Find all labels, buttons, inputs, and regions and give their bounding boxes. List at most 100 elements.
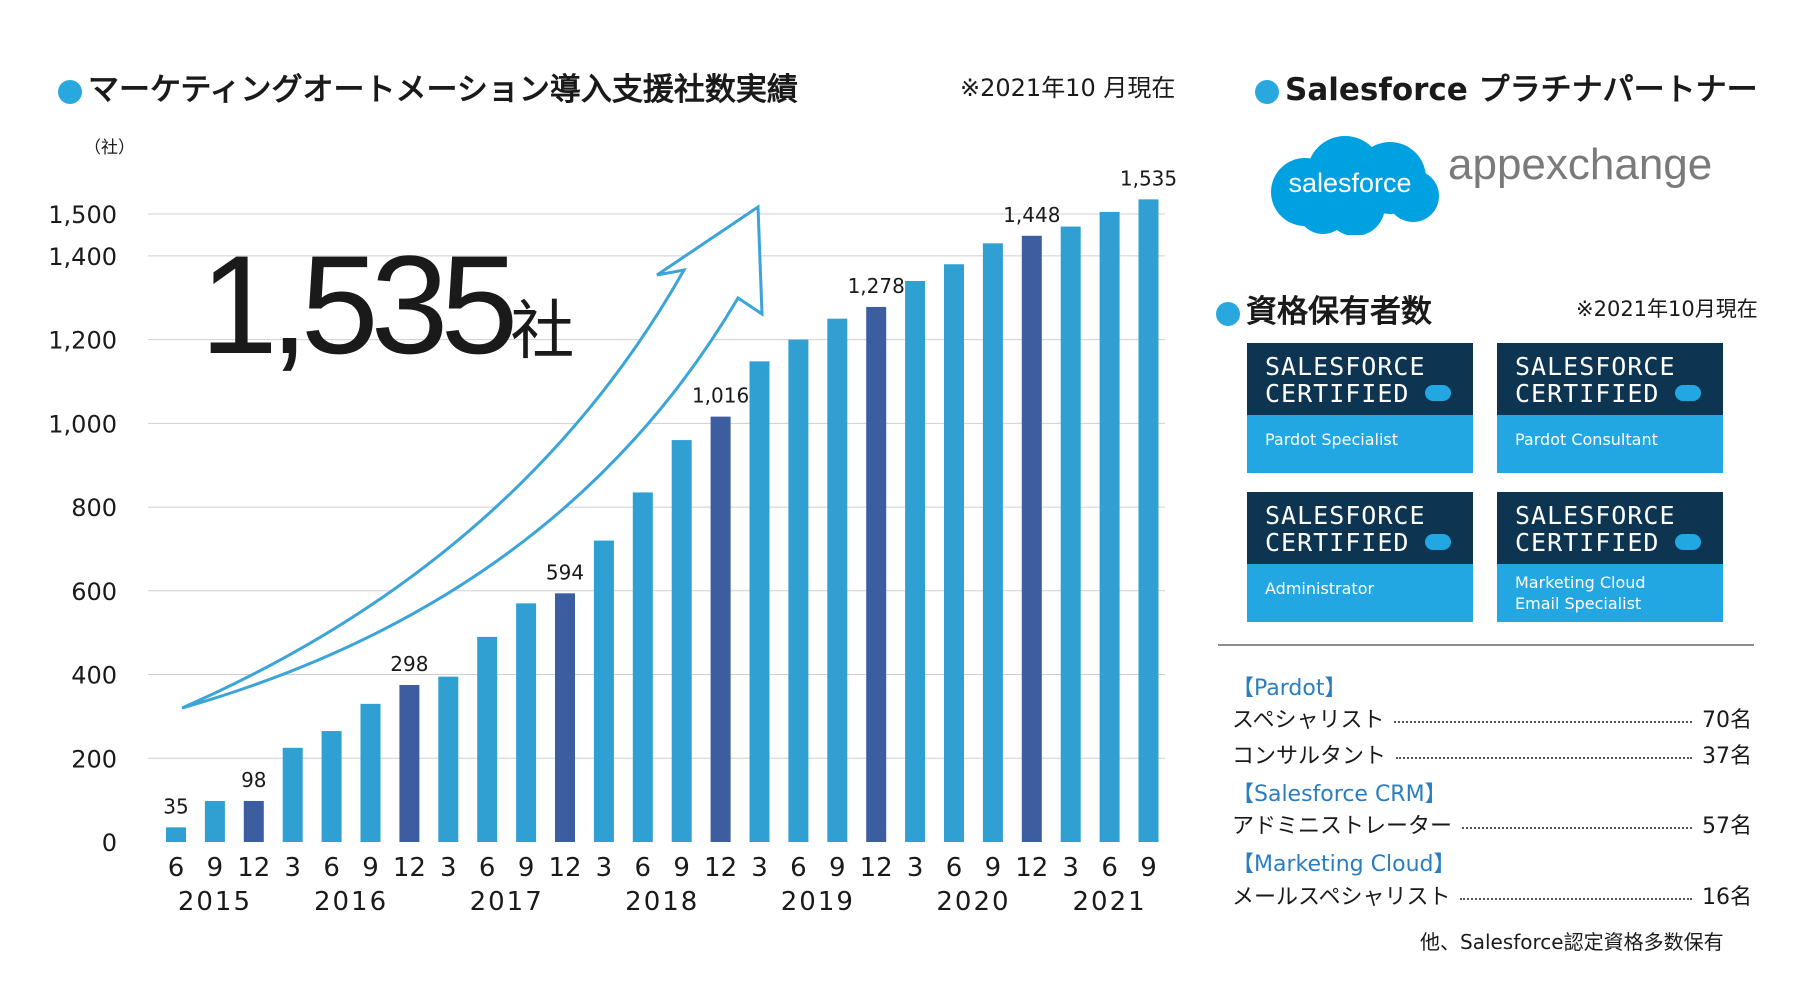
bar: [166, 827, 186, 842]
bars: [166, 199, 1159, 843]
x-tick-label: 9: [1140, 853, 1157, 883]
x-tick-label: 3: [596, 853, 613, 883]
bar: [632, 492, 653, 842]
year-label: 2019: [781, 887, 855, 917]
y-tick-label: 0: [102, 829, 117, 857]
leader-dots: [1462, 827, 1692, 829]
badge-header: SALESFORCE CERTIFIED: [1497, 492, 1723, 564]
list-item: コンサルタント 37名: [1232, 744, 1752, 769]
bullet-dot-icon: [58, 79, 82, 104]
badge-role: Pardot Consultant: [1515, 430, 1658, 449]
cloud-icon: [1425, 534, 1451, 550]
divider: [1218, 644, 1754, 646]
bar: [1060, 226, 1081, 842]
chart-title: マーケティングオートメーション導入支援社数実績: [58, 64, 798, 109]
badge-header: SALESFORCE CERTIFIED: [1497, 343, 1723, 415]
y-unit-label: （社）: [84, 138, 135, 158]
badge-role: Marketing Cloud Email Specialist: [1515, 573, 1646, 613]
y-tick-label: 800: [71, 494, 117, 522]
as-of-note: ※2021年10 月現在: [960, 74, 1176, 102]
growth-arrow-icon: [181, 204, 764, 710]
cloud-icon: [1675, 534, 1701, 550]
bullet-dot-icon: [1255, 79, 1279, 104]
x-tick-label: 6: [1101, 853, 1118, 883]
y-tick-label: 1,000: [48, 410, 117, 438]
x-tick-label: 6: [790, 853, 807, 883]
x-tick-label: 3: [907, 853, 924, 883]
x-tick-label: 9: [673, 853, 690, 883]
leader-dots: [1394, 721, 1692, 723]
x-tick-label: 6: [635, 853, 652, 883]
bar: [866, 306, 887, 843]
certs-title: 資格保有者数: [1216, 286, 1432, 331]
section-title-marketing-cloud: 【Marketing Cloud】: [1232, 852, 1456, 877]
bar: [982, 243, 1003, 843]
bar: [827, 318, 848, 843]
bar: [360, 703, 381, 842]
section-title-crm: 【Salesforce CRM】: [1232, 782, 1447, 807]
x-tick-label: 6: [946, 853, 963, 883]
bar: [399, 685, 420, 842]
x-tick-label: 12: [1015, 853, 1048, 883]
x-tick-label: 6: [323, 853, 340, 883]
list-item: メールスペシャリスト 16名: [1232, 885, 1752, 910]
leader-dots: [1396, 757, 1692, 759]
data-label: 35: [163, 794, 188, 818]
bar: [477, 636, 498, 842]
bar: [671, 440, 692, 842]
bar: [749, 361, 770, 842]
y-tick-label: 400: [71, 662, 117, 690]
cert-badge: SALESFORCE CERTIFIED Marketing Cloud Ema…: [1497, 492, 1723, 622]
badge-role: Administrator: [1265, 579, 1375, 598]
cloud-icon: [1271, 136, 1439, 236]
bar: [321, 731, 342, 842]
x-tick-label: 9: [985, 853, 1002, 883]
x-tick-label: 12: [704, 853, 737, 883]
bar: [1021, 235, 1042, 843]
bar: [555, 593, 575, 842]
cert-badge: SALESFORCE CERTIFIED Pardot Consultant: [1497, 343, 1723, 473]
x-tick-label: 9: [362, 853, 379, 883]
x-tick-label: 3: [440, 853, 457, 883]
data-label: 98: [241, 768, 266, 792]
bar: [516, 603, 537, 842]
badge-role: Pardot Specialist: [1265, 430, 1399, 449]
bar-chart: 35 98 298 594 1,016 1,278 1,448 1,535 0 200 400 60…: [48, 138, 1177, 917]
bar: [204, 800, 225, 842]
x-tick-label: 12: [393, 853, 426, 883]
bar: [944, 264, 964, 842]
y-tick-label: 1,500: [48, 201, 117, 229]
badge-header: SALESFORCE CERTIFIED: [1247, 492, 1473, 564]
footnote: 他、Salesforce認定資格多数保有: [1420, 930, 1724, 954]
certs-as-of-note: ※2021年10月現在: [1576, 297, 1758, 321]
data-label: 1,448: [1003, 203, 1060, 227]
bar: [788, 339, 809, 842]
appexchange-logo-text: appexchange: [1448, 140, 1713, 189]
bar: [593, 540, 614, 842]
x-tick-label: 9: [207, 853, 224, 883]
bullet-dot-icon: [1216, 301, 1240, 326]
salesforce-logo-text: salesforce: [1288, 168, 1412, 198]
data-labels: 35 98 298 594 1,016 1,278 1,448 1,535: [163, 166, 1177, 818]
total-count: 1,535社: [200, 226, 575, 383]
x-tick-label: 12: [548, 853, 581, 883]
list-item: アドミニストレーター 57名: [1232, 814, 1752, 839]
cert-badge: SALESFORCE CERTIFIED Administrator: [1247, 492, 1473, 622]
cloud-icon: [1425, 385, 1451, 401]
y-tick-label: 1,400: [48, 243, 117, 271]
x-tick-label: 3: [751, 853, 768, 883]
year-label: 2021: [1073, 887, 1147, 917]
partner-title: Salesforce プラチナパートナー: [1255, 64, 1758, 109]
year-label: 2016: [314, 887, 388, 917]
x-tick-label: 9: [829, 853, 846, 883]
y-tick-label: 600: [71, 578, 117, 606]
x-tick-label: 3: [1062, 853, 1079, 883]
salesforce-cloud-logo-icon: salesforce: [1265, 130, 1445, 236]
y-tick-label: 1,200: [48, 327, 117, 355]
list-item: スペシャリスト 70名: [1232, 708, 1752, 733]
year-label: 2015: [178, 887, 252, 917]
bar: [1138, 199, 1159, 842]
bar: [710, 416, 731, 842]
badge-header: SALESFORCE CERTIFIED: [1247, 343, 1473, 415]
